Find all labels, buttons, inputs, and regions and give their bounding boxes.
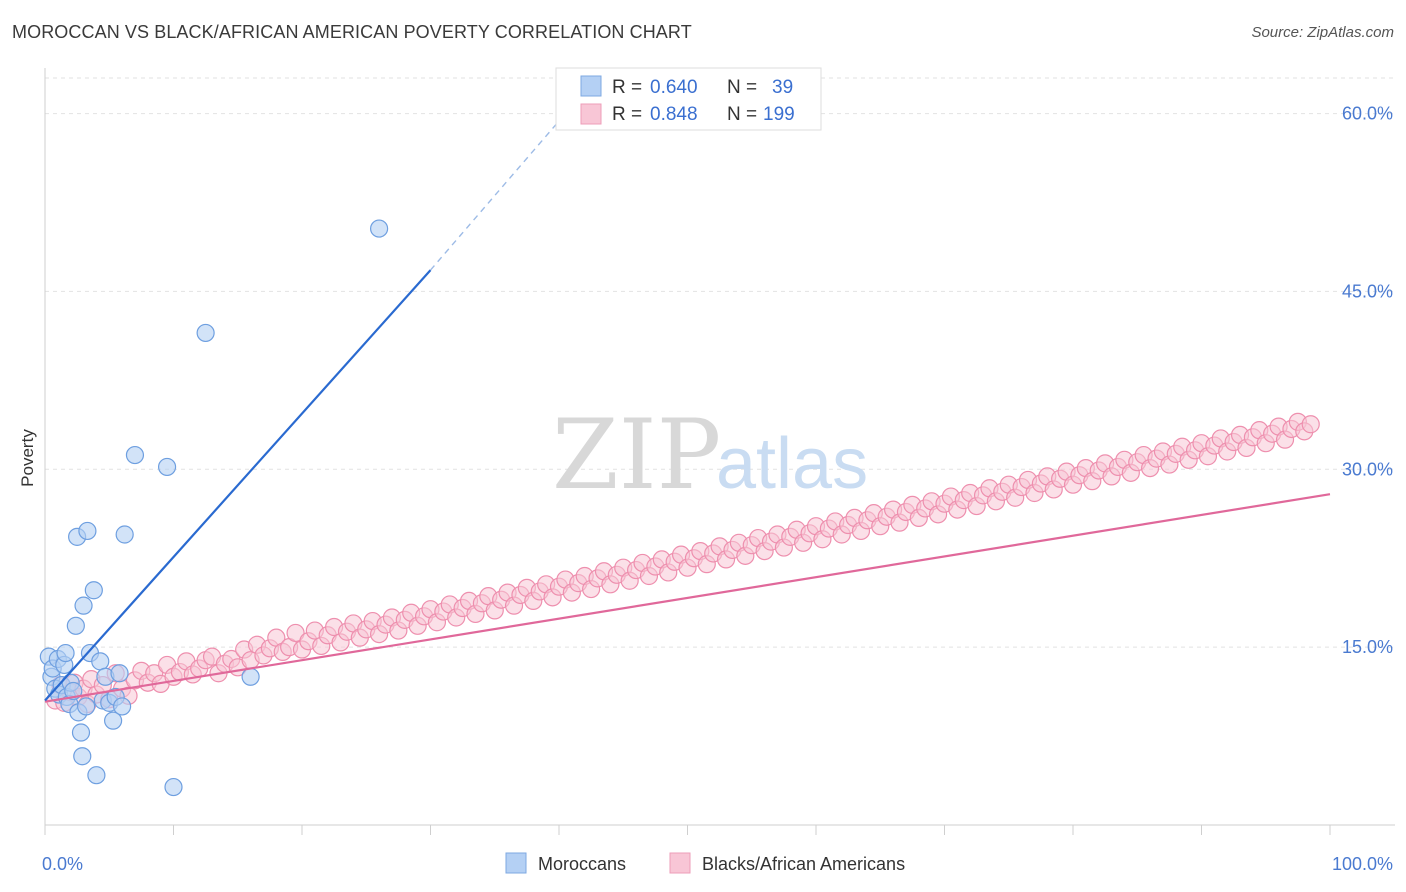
x-tick-labels: 0.0% 100.0% xyxy=(42,854,1393,874)
y-tick-label-2: 45.0% xyxy=(1342,281,1393,301)
y-tick-labels: 15.0% 30.0% 45.0% 60.0% xyxy=(1342,104,1393,658)
watermark-atlas: atlas xyxy=(716,424,868,504)
y-tick-label-0: 15.0% xyxy=(1342,637,1393,657)
legend-n-label-1: N = xyxy=(727,77,757,98)
trend-line-blacks xyxy=(44,493,1331,703)
legend-r-value-1: 0.640 xyxy=(650,77,698,98)
trend-line-moroccans xyxy=(44,269,432,702)
bottom-legend: Moroccans Blacks/African Americans xyxy=(505,852,905,874)
point-moroccans-32 xyxy=(164,777,183,797)
point-moroccans-25 xyxy=(104,711,123,730)
point-moroccans-36 xyxy=(56,643,75,663)
legend-r-value-2: 0.848 xyxy=(650,104,698,125)
point-moroccans-34 xyxy=(241,667,260,686)
point-moroccans-19 xyxy=(84,581,103,600)
legend-swatch-moroccans xyxy=(580,75,602,97)
x-tick-label-0: 0.0% xyxy=(42,854,83,874)
legend-r-label-1: R = xyxy=(612,77,642,98)
point-moroccans-27 xyxy=(110,664,129,683)
point-blacks-198 xyxy=(1301,415,1320,434)
bottom-legend-swatch-blacks xyxy=(669,852,691,874)
point-moroccans-11 xyxy=(64,681,83,701)
chart-title: MOROCCAN VS BLACK/AFRICAN AMERICAN POVER… xyxy=(12,22,692,42)
point-moroccans-12 xyxy=(66,616,85,635)
bottom-legend-blacks: Blacks/African Americans xyxy=(702,854,905,874)
point-moroccans-29 xyxy=(115,525,134,544)
legend-n-value-1: 39 xyxy=(772,77,793,98)
point-blacks-40 xyxy=(286,623,305,643)
point-moroccans-15 xyxy=(73,747,92,766)
legend-n-value-2: 199 xyxy=(763,104,795,125)
axes xyxy=(44,68,1395,835)
point-moroccans-30 xyxy=(125,445,145,465)
point-moroccans-17 xyxy=(77,697,96,716)
point-moroccans-14 xyxy=(71,723,91,742)
bottom-legend-swatch-moroccans xyxy=(505,852,527,874)
legend-n-label-2: N = xyxy=(727,104,757,125)
watermark: ZIP atlas xyxy=(552,399,868,511)
point-moroccans-28 xyxy=(112,697,132,716)
source-label: Source: ZipAtlas.com xyxy=(1251,24,1394,41)
point-moroccans-16 xyxy=(74,596,93,615)
y-tick-label-3: 60.0% xyxy=(1342,104,1393,124)
point-moroccans-21 xyxy=(91,652,110,671)
point-moroccans-20 xyxy=(87,766,106,785)
y-axis-label: Poverty xyxy=(18,429,37,487)
point-moroccans-38 xyxy=(78,521,97,541)
y-tick-label-1: 30.0% xyxy=(1342,459,1393,479)
legend-swatch-blacks xyxy=(580,103,602,125)
trend-line-moroccans-extension xyxy=(429,113,566,271)
series-moroccans xyxy=(39,219,389,797)
point-moroccans-35 xyxy=(370,219,389,238)
point-moroccans-31 xyxy=(157,457,177,477)
x-tick-label-1: 100.0% xyxy=(1332,854,1393,874)
watermark-zip: ZIP xyxy=(552,399,721,511)
bottom-legend-moroccans: Moroccans xyxy=(538,854,626,874)
point-moroccans-33 xyxy=(196,323,215,343)
trend-lines xyxy=(44,113,1331,703)
legend-box: R = 0.640 N = 39 R = 0.848 N = 199 xyxy=(555,67,822,131)
legend-r-label-2: R = xyxy=(612,104,642,125)
series-blacks xyxy=(46,412,1320,714)
